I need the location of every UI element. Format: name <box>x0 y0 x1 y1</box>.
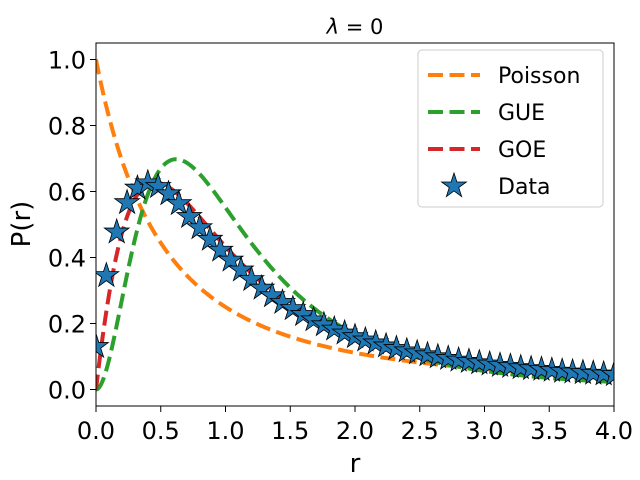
data-point <box>96 261 120 288</box>
x-tick-label: 3.0 <box>465 417 503 445</box>
legend: Poisson GUE GOE Data <box>417 49 604 208</box>
x-tick-label: 3.5 <box>530 417 568 445</box>
data-point <box>217 245 245 272</box>
data-point <box>196 225 224 251</box>
x-tick-label: 0.5 <box>142 417 180 445</box>
x-tick-label: 1.5 <box>271 417 309 445</box>
legend-frame <box>417 49 604 208</box>
legend-gue-label: GUE <box>498 101 545 126</box>
y-axis-label: P(r) <box>7 201 37 248</box>
data-point <box>186 213 214 240</box>
legend-poisson-label: Poisson <box>498 64 580 89</box>
y-tick-label: 0.0 <box>48 377 86 405</box>
data-point <box>96 332 110 359</box>
y-tick-label: 0.2 <box>48 311 86 339</box>
data-point <box>154 179 183 206</box>
data-point <box>206 235 234 262</box>
y-tick-label: 0.8 <box>48 113 86 141</box>
y-tick-label: 0.6 <box>48 179 86 207</box>
x-tick-label: 1.0 <box>206 417 244 445</box>
data-point <box>113 188 141 215</box>
series-goe-line <box>96 180 614 390</box>
data-point <box>600 360 614 387</box>
data-point <box>175 202 203 229</box>
legend-data-label: Data <box>498 175 551 200</box>
x-axis-label: r <box>350 449 361 479</box>
data-point <box>103 217 131 244</box>
legend-goe-label: GOE <box>498 138 546 163</box>
y-tick-label: 0.4 <box>48 245 86 273</box>
chart-title: λ = 0 <box>326 15 384 39</box>
x-tick-label: 0.0 <box>77 417 115 445</box>
x-tick-label: 4.0 <box>595 417 633 445</box>
y-tick-label: 1.0 <box>48 47 86 75</box>
data-point <box>227 255 255 282</box>
plot-area <box>96 59 614 392</box>
x-tick-label: 2.5 <box>401 417 439 445</box>
ticks-layer: 0.0 0.5 1.0 1.5 2.0 2.5 3.0 3.5 4.0 0.0 0.2 0.4 0.6 0… <box>48 47 633 446</box>
data-point <box>165 189 193 216</box>
series-layer <box>96 59 614 392</box>
x-tick-label: 2.0 <box>336 417 374 445</box>
legend-data-swatch <box>440 171 468 198</box>
